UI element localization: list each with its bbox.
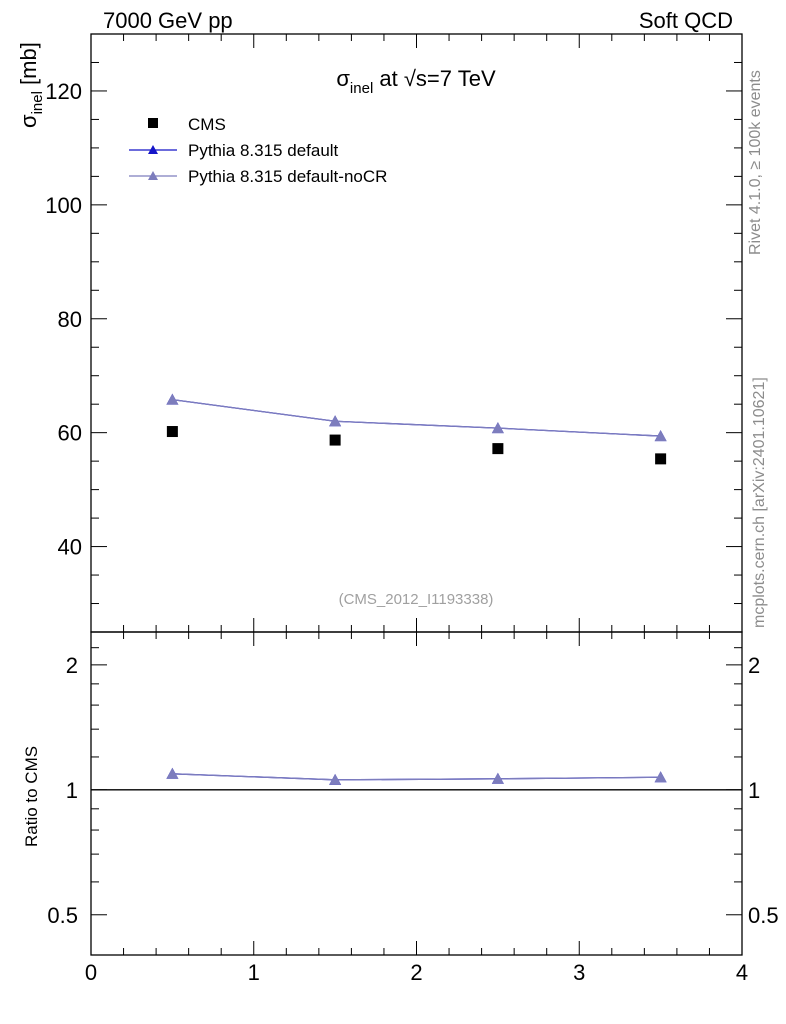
main-axis-ticks: 40 60 80 100 120 — [45, 33, 743, 632]
plot-title-sigma: σ — [336, 66, 350, 91]
main-marker-pythia-nocr — [491, 422, 504, 434]
main-marker-cms — [166, 426, 178, 438]
legend-item-pythia-nocr: Pythia 8.315 default-noCR — [129, 167, 387, 186]
ratio-x-tick-label: 2 — [410, 960, 422, 985]
mcplots-label: mcplots.cern.ch [arXiv:2401.10621] — [751, 377, 768, 628]
legend: CMS Pythia 8.315 default Pythia 8.315 de… — [129, 115, 387, 186]
header-right-label: Soft QCD — [639, 8, 733, 33]
legend-label-pythia-nocr: Pythia 8.315 default-noCR — [188, 167, 387, 186]
main-y-tick-label: 100 — [45, 193, 82, 218]
ratio-series-layer — [166, 767, 667, 785]
main-marker-pythia-nocr — [166, 393, 179, 405]
main-marker-cms — [329, 434, 341, 446]
ratio-marker-pythia-nocr — [491, 772, 504, 784]
ratio-line-pythia-nocr — [172, 773, 661, 781]
legend-item-cms: CMS — [148, 115, 226, 134]
ratio-x-tick-label: 3 — [573, 960, 585, 985]
ratio-y-tick-label-right: 1 — [748, 778, 760, 803]
rivet-version-label: Rivet 4.1.0, ≥ 100k events — [747, 70, 764, 255]
main-line-pythia-nocr — [172, 398, 661, 437]
main-ylabel-sigma: σ — [16, 114, 41, 128]
ratio-axis-ticks: 0.5 0.5 1 1 2 2 0 1 2 3 4 — [47, 631, 779, 985]
ratio-marker-pythia-nocr — [654, 771, 667, 783]
main-ylabel-subscript: inel — [29, 91, 46, 114]
legend-item-pythia-default: Pythia 8.315 default — [129, 141, 339, 160]
main-y-tick-label: 80 — [58, 307, 82, 332]
legend-label-pythia-default: Pythia 8.315 default — [188, 141, 339, 160]
main-line-pythia-default — [172, 398, 661, 437]
ratio-y-tick-label-left: 2 — [66, 653, 78, 678]
ratio-marker-pythia-nocr — [166, 767, 179, 779]
ratio-marker-pythia-nocr — [329, 773, 342, 785]
ratio-y-tick-label-left: 1 — [66, 778, 78, 803]
analysis-id-annotation: (CMS_2012_I1193338) — [339, 591, 494, 608]
main-ylabel-rest: [mb] — [16, 42, 41, 91]
main-marker-pythia-nocr — [329, 415, 342, 427]
ratio-x-tick-label: 0 — [85, 960, 97, 985]
legend-marker-pythia-nocr — [148, 171, 158, 180]
ratio-plot-frame — [90, 631, 743, 956]
ratio-y-tick-label-left: 0.5 — [47, 903, 78, 928]
main-y-tick-label: 40 — [58, 535, 82, 560]
ratio-ylabel: Ratio to CMS — [22, 746, 41, 847]
main-y-tick-label: 120 — [45, 79, 82, 104]
ratio-x-tick-label: 1 — [248, 960, 260, 985]
main-series-layer — [166, 393, 667, 465]
plot-title-subscript: inel — [350, 80, 373, 97]
main-marker-cms — [655, 453, 667, 465]
plot-title: σinel at √s=7 TeV — [336, 66, 496, 97]
main-y-tick-label: 60 — [58, 421, 82, 446]
legend-marker-cms — [148, 118, 158, 128]
main-marker-cms — [492, 443, 504, 455]
legend-marker-pythia-default — [148, 145, 158, 154]
main-marker-pythia-nocr — [654, 430, 667, 442]
plot-title-rest: at √s=7 TeV — [373, 66, 496, 91]
main-ylabel: σinel [mb] — [16, 42, 46, 128]
ratio-x-tick-label: 4 — [736, 960, 748, 985]
ratio-y-tick-label-right: 0.5 — [748, 903, 779, 928]
legend-label-cms: CMS — [188, 115, 226, 134]
ratio-y-tick-label-right: 2 — [748, 653, 760, 678]
header-left-label: 7000 GeV pp — [103, 8, 233, 33]
